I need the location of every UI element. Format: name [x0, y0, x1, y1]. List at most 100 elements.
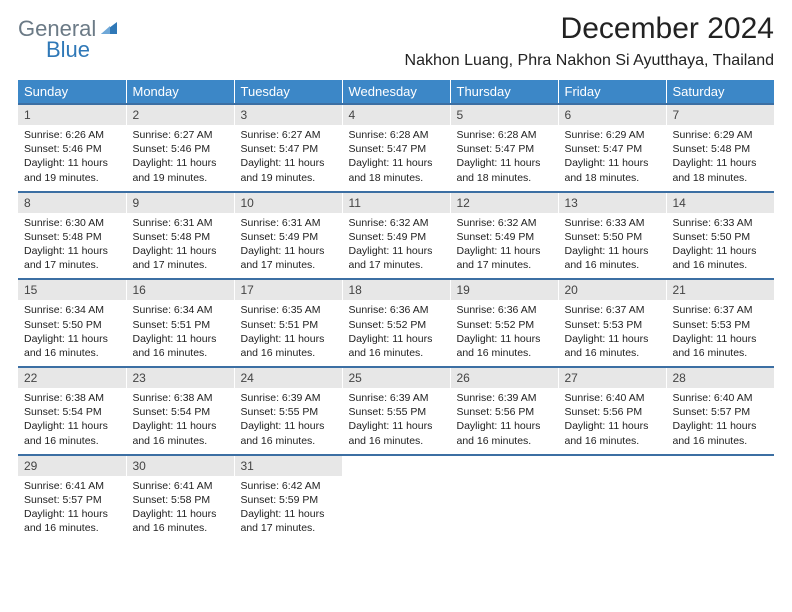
- day-details: Sunrise: 6:33 AMSunset: 5:50 PMDaylight:…: [559, 213, 666, 279]
- calendar-day-cell: 2Sunrise: 6:27 AMSunset: 5:46 PMDaylight…: [126, 104, 234, 192]
- detail-line: Daylight: 11 hours: [133, 507, 228, 521]
- calendar-day-cell: 28Sunrise: 6:40 AMSunset: 5:57 PMDayligh…: [666, 367, 774, 455]
- month-title: December 2024: [405, 12, 774, 46]
- detail-line: Sunrise: 6:32 AM: [349, 216, 444, 230]
- day-details: Sunrise: 6:32 AMSunset: 5:49 PMDaylight:…: [451, 213, 558, 279]
- day-number: 26: [451, 368, 558, 388]
- detail-line: Daylight: 11 hours: [24, 244, 120, 258]
- day-details: Sunrise: 6:40 AMSunset: 5:57 PMDaylight:…: [667, 388, 775, 454]
- detail-line: and 19 minutes.: [24, 171, 120, 185]
- detail-line: and 16 minutes.: [24, 346, 120, 360]
- detail-line: and 16 minutes.: [133, 434, 228, 448]
- calendar-day-cell: 30Sunrise: 6:41 AMSunset: 5:58 PMDayligh…: [126, 455, 234, 542]
- detail-line: Sunset: 5:51 PM: [133, 318, 228, 332]
- calendar-day-cell: 17Sunrise: 6:35 AMSunset: 5:51 PMDayligh…: [234, 279, 342, 367]
- calendar-page: General Blue December 2024 Nakhon Luang,…: [0, 0, 792, 612]
- day-number: 8: [18, 193, 126, 213]
- calendar-day-cell: 23Sunrise: 6:38 AMSunset: 5:54 PMDayligh…: [126, 367, 234, 455]
- detail-line: and 18 minutes.: [349, 171, 444, 185]
- detail-line: Sunset: 5:50 PM: [565, 230, 660, 244]
- detail-line: and 16 minutes.: [565, 258, 660, 272]
- detail-line: Sunrise: 6:27 AM: [241, 128, 336, 142]
- detail-line: Sunset: 5:55 PM: [241, 405, 336, 419]
- detail-line: Sunset: 5:54 PM: [133, 405, 228, 419]
- detail-line: and 18 minutes.: [673, 171, 769, 185]
- detail-line: and 19 minutes.: [133, 171, 228, 185]
- detail-line: and 16 minutes.: [241, 434, 336, 448]
- calendar-day-cell: 24Sunrise: 6:39 AMSunset: 5:55 PMDayligh…: [234, 367, 342, 455]
- calendar-day-cell: 15Sunrise: 6:34 AMSunset: 5:50 PMDayligh…: [18, 279, 126, 367]
- detail-line: Sunset: 5:56 PM: [457, 405, 552, 419]
- day-number: 11: [343, 193, 450, 213]
- day-details: Sunrise: 6:38 AMSunset: 5:54 PMDaylight:…: [127, 388, 234, 454]
- day-number: 14: [667, 193, 775, 213]
- detail-line: Sunset: 5:49 PM: [241, 230, 336, 244]
- day-number: 22: [18, 368, 126, 388]
- detail-line: Sunset: 5:56 PM: [565, 405, 660, 419]
- detail-line: Sunset: 5:47 PM: [457, 142, 552, 156]
- calendar-day-cell: 26 Sunrise: 6:39 AMSunset: 5:56 PMDayligh…: [450, 367, 558, 455]
- calendar-day-cell: 3Sunrise: 6:27 AMSunset: 5:47 PMDaylight…: [234, 104, 342, 192]
- calendar-week-row: 15Sunrise: 6:34 AMSunset: 5:50 PMDayligh…: [18, 279, 774, 367]
- detail-line: Daylight: 11 hours: [349, 419, 444, 433]
- day-details: Sunrise: 6:36 AMSunset: 5:52 PMDaylight:…: [343, 300, 450, 366]
- detail-line: Daylight: 11 hours: [457, 419, 552, 433]
- detail-line: and 16 minutes.: [133, 346, 228, 360]
- detail-line: Daylight: 11 hours: [133, 244, 228, 258]
- detail-line: Daylight: 11 hours: [241, 156, 336, 170]
- day-details: Sunrise: 6:38 AMSunset: 5:54 PMDaylight:…: [18, 388, 126, 454]
- detail-line: and 16 minutes.: [241, 346, 336, 360]
- detail-line: Sunset: 5:46 PM: [24, 142, 120, 156]
- day-details: Sunrise: 6:33 AMSunset: 5:50 PMDaylight:…: [667, 213, 775, 279]
- detail-line: Sunrise: 6:40 AM: [565, 391, 660, 405]
- detail-line: Sunrise: 6:37 AM: [565, 303, 660, 317]
- calendar-day-cell: 1Sunrise: 6:26 AMSunset: 5:46 PMDaylight…: [18, 104, 126, 192]
- detail-line: and 17 minutes.: [241, 521, 336, 535]
- day-details: Sunrise: 6:29 AMSunset: 5:47 PMDaylight:…: [559, 125, 666, 191]
- day-number: 24: [235, 368, 342, 388]
- detail-line: Daylight: 11 hours: [457, 156, 552, 170]
- day-details: Sunrise: 6:30 AMSunset: 5:48 PMDaylight:…: [18, 213, 126, 279]
- day-details: Sunrise: 6:37 AMSunset: 5:53 PMDaylight:…: [559, 300, 666, 366]
- calendar-day-cell: 14Sunrise: 6:33 AMSunset: 5:50 PMDayligh…: [666, 192, 774, 280]
- detail-line: Sunrise: 6:41 AM: [24, 479, 120, 493]
- day-details: Sunrise: 6:27 AMSunset: 5:47 PMDaylight:…: [235, 125, 342, 191]
- calendar-day-cell: 31Sunrise: 6:42 AMSunset: 5:59 PMDayligh…: [234, 455, 342, 542]
- day-number: 23: [127, 368, 234, 388]
- detail-line: Daylight: 11 hours: [241, 419, 336, 433]
- detail-line: and 16 minutes.: [133, 521, 228, 535]
- detail-line: and 17 minutes.: [241, 258, 336, 272]
- detail-line: Daylight: 11 hours: [133, 156, 228, 170]
- detail-line: Sunset: 5:49 PM: [349, 230, 444, 244]
- day-details: Sunrise: 6:40 AMSunset: 5:56 PMDaylight:…: [559, 388, 666, 454]
- day-number: 31: [235, 456, 342, 476]
- day-details: Sunrise: 6:28 AMSunset: 5:47 PMDaylight:…: [343, 125, 450, 191]
- detail-line: Daylight: 11 hours: [457, 244, 552, 258]
- detail-line: Sunrise: 6:36 AM: [349, 303, 444, 317]
- day-number: 27: [559, 368, 666, 388]
- calendar-day-cell: [666, 455, 774, 542]
- calendar-table: Sunday Monday Tuesday Wednesday Thursday…: [18, 80, 774, 541]
- calendar-week-row: 29Sunrise: 6:41 AMSunset: 5:57 PMDayligh…: [18, 455, 774, 542]
- detail-line: Daylight: 11 hours: [24, 332, 120, 346]
- detail-line: Daylight: 11 hours: [565, 244, 660, 258]
- calendar-day-cell: 12Sunrise: 6:32 AMSunset: 5:49 PMDayligh…: [450, 192, 558, 280]
- calendar-week-row: 8Sunrise: 6:30 AMSunset: 5:48 PMDaylight…: [18, 192, 774, 280]
- detail-line: Sunrise: 6:27 AM: [133, 128, 228, 142]
- detail-line: Sunrise: 6:38 AM: [24, 391, 120, 405]
- day-number: 18: [343, 280, 450, 300]
- detail-line: Sunset: 5:54 PM: [24, 405, 120, 419]
- detail-line: Daylight: 11 hours: [241, 507, 336, 521]
- day-details: Sunrise: 6:34 AMSunset: 5:51 PMDaylight:…: [127, 300, 234, 366]
- day-details: Sunrise: 6:31 AMSunset: 5:48 PMDaylight:…: [127, 213, 234, 279]
- calendar-day-cell: 9Sunrise: 6:31 AMSunset: 5:48 PMDaylight…: [126, 192, 234, 280]
- detail-line: Sunset: 5:50 PM: [24, 318, 120, 332]
- day-details: Sunrise: 6:37 AMSunset: 5:53 PMDaylight:…: [667, 300, 775, 366]
- detail-line: Sunrise: 6:34 AM: [133, 303, 228, 317]
- detail-line: Sunrise: 6:39 AM: [457, 391, 552, 405]
- calendar-day-cell: 7Sunrise: 6:29 AMSunset: 5:48 PMDaylight…: [666, 104, 774, 192]
- detail-line: Sunrise: 6:29 AM: [673, 128, 769, 142]
- detail-line: Sunrise: 6:34 AM: [24, 303, 120, 317]
- calendar-tbody: 1Sunrise: 6:26 AMSunset: 5:46 PMDaylight…: [18, 104, 774, 541]
- detail-line: and 17 minutes.: [24, 258, 120, 272]
